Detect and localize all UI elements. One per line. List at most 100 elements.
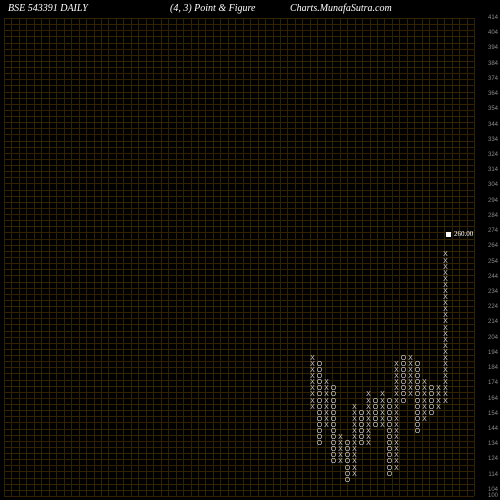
pf-o-mark: O (386, 472, 393, 478)
pf-x-mark: X (435, 386, 442, 392)
pf-o-mark: O (344, 441, 351, 447)
pf-o-mark: O (316, 423, 323, 429)
pf-o-mark: O (330, 392, 337, 398)
pf-x-mark: X (435, 405, 442, 411)
pf-x-mark: X (393, 392, 400, 398)
pf-x-mark: X (407, 374, 414, 380)
pf-x-mark: X (407, 356, 414, 362)
y-tick-label: 384 (476, 61, 498, 67)
pf-x-mark: X (393, 459, 400, 465)
y-tick-label: 294 (476, 198, 498, 204)
y-tick-label: 234 (476, 289, 498, 295)
pf-x-mark: X (351, 447, 358, 453)
pf-o-mark: O (428, 386, 435, 392)
y-tick-label: 154 (476, 411, 498, 417)
pf-o-mark: O (344, 459, 351, 465)
pf-o-mark: O (414, 392, 421, 398)
pf-x-mark: X (379, 405, 386, 411)
config-label: (4, 3) Point & Figure (170, 3, 255, 14)
pf-o-mark: O (358, 435, 365, 441)
pf-o-mark: O (330, 423, 337, 429)
y-tick-label: 274 (476, 228, 498, 234)
pf-x-mark: X (442, 271, 449, 277)
pf-o-mark: O (316, 405, 323, 411)
y-tick-label: 394 (476, 45, 498, 51)
pf-x-mark: X (442, 338, 449, 344)
pf-o-mark: O (330, 435, 337, 441)
pf-x-mark: X (365, 429, 372, 435)
y-tick-label: 364 (476, 91, 498, 97)
pf-x-mark: X (442, 344, 449, 350)
y-tick-label: 354 (476, 106, 498, 112)
pf-o-mark: O (316, 392, 323, 398)
pf-x-mark: X (323, 392, 330, 398)
pf-o-mark: O (344, 453, 351, 459)
pf-o-mark: O (386, 429, 393, 435)
y-tick-label: 174 (476, 380, 498, 386)
pf-x-mark: X (393, 374, 400, 380)
pf-x-mark: X (323, 386, 330, 392)
pf-o-mark: O (414, 411, 421, 417)
pf-o-mark: O (414, 423, 421, 429)
pf-o-mark: O (414, 386, 421, 392)
pf-o-mark: O (316, 399, 323, 405)
pf-o-mark: O (386, 459, 393, 465)
pf-o-mark: O (344, 478, 351, 484)
pf-o-mark: O (400, 362, 407, 368)
pf-x-mark: X (323, 411, 330, 417)
y-tick-label: 124 (476, 456, 498, 462)
pf-x-mark: X (442, 283, 449, 289)
pf-o-mark: O (386, 423, 393, 429)
current-price-label: 260.00 (454, 230, 473, 238)
pf-o-mark: O (372, 417, 379, 423)
pf-o-mark: O (344, 466, 351, 472)
pf-o-mark: O (400, 399, 407, 405)
pf-x-mark: X (365, 411, 372, 417)
pf-o-mark: O (414, 429, 421, 435)
pf-o-mark: O (330, 411, 337, 417)
pf-x-mark: X (351, 429, 358, 435)
pf-x-mark: X (379, 399, 386, 405)
pf-x-mark: X (421, 380, 428, 386)
pf-x-mark: X (309, 374, 316, 380)
pf-x-mark: X (442, 374, 449, 380)
pf-x-mark: X (442, 319, 449, 325)
pf-o-mark: O (330, 429, 337, 435)
pf-x-mark: X (351, 405, 358, 411)
pf-x-mark: X (365, 392, 372, 398)
pf-o-mark: O (400, 368, 407, 374)
pf-o-mark: O (428, 411, 435, 417)
pf-o-mark: O (414, 380, 421, 386)
pf-o-mark: O (330, 386, 337, 392)
pf-x-mark: X (435, 392, 442, 398)
pf-x-mark: X (337, 447, 344, 453)
pf-x-mark: X (365, 405, 372, 411)
pf-o-mark: O (386, 435, 393, 441)
pf-x-mark: X (442, 350, 449, 356)
y-tick-label: 184 (476, 365, 498, 371)
pf-x-mark: X (407, 380, 414, 386)
pf-x-mark: X (379, 423, 386, 429)
y-axis-labels: 4144043943843743643543443343243143042942… (476, 18, 498, 496)
pf-o-mark: O (372, 405, 379, 411)
pf-x-mark: X (393, 405, 400, 411)
pf-x-mark: X (393, 435, 400, 441)
pf-x-mark: X (393, 411, 400, 417)
y-tick-label: 344 (476, 122, 498, 128)
pf-x-mark: X (309, 380, 316, 386)
pf-x-mark: X (421, 399, 428, 405)
y-tick-label: 224 (476, 304, 498, 310)
pf-x-mark: X (393, 423, 400, 429)
pf-x-mark: X (442, 356, 449, 362)
y-tick-label: 214 (476, 319, 498, 325)
chart-header: BSE 543391 DAILY (4, 3) Point & Figure C… (0, 3, 500, 19)
pf-o-mark: O (386, 447, 393, 453)
pf-x-mark: X (442, 295, 449, 301)
pf-x-mark: X (351, 435, 358, 441)
pf-o-mark: O (372, 411, 379, 417)
pf-o-mark: O (400, 380, 407, 386)
pf-x-mark: X (442, 265, 449, 271)
pf-x-mark: X (442, 313, 449, 319)
pf-x-mark: X (442, 362, 449, 368)
pf-o-mark: O (358, 423, 365, 429)
